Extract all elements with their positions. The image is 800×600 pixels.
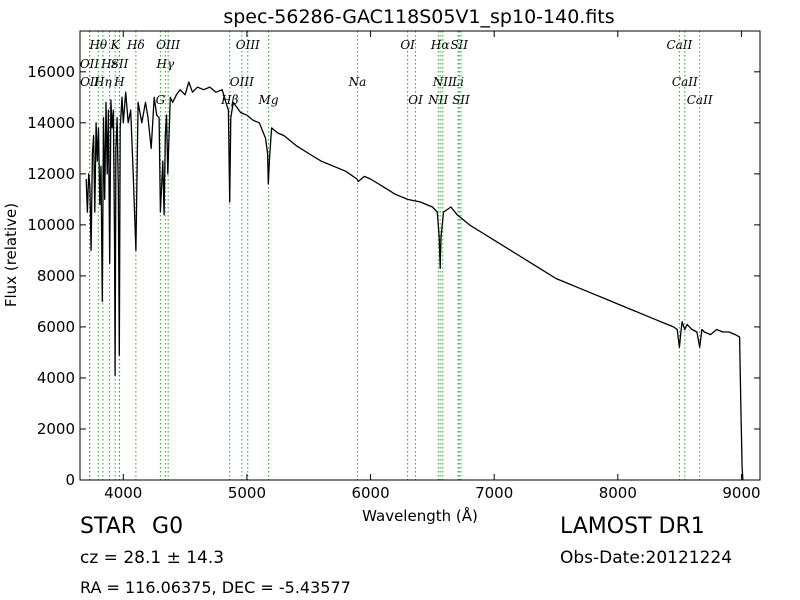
- line-label: Li: [451, 75, 464, 89]
- line-label: CaII: [687, 93, 713, 107]
- line-label: Hη: [93, 75, 112, 89]
- object-class: STAR G0: [80, 514, 183, 539]
- line-label: SII: [452, 93, 470, 107]
- line-label: CaII: [666, 38, 692, 52]
- line-label: Hγ: [155, 57, 174, 71]
- y-tick-label: 10000: [27, 216, 75, 234]
- line-label: G: [156, 93, 166, 107]
- x-axis-label: Wavelength (Å): [362, 506, 478, 525]
- sky-coordinates: RA = 116.06375, DEC = -5.43577: [80, 578, 351, 597]
- line-label: Hθ: [88, 38, 107, 52]
- x-tick-label: 6000: [351, 484, 389, 502]
- line-label: SII: [450, 38, 468, 52]
- spectral-subclass: G0: [152, 514, 184, 539]
- y-tick-label: 14000: [27, 114, 75, 132]
- line-label: NII: [432, 75, 453, 89]
- line-label: OIII: [236, 38, 260, 52]
- y-axis-label: Flux (relative): [2, 203, 20, 307]
- line-label: Hδ: [126, 38, 145, 52]
- line-label: OII: [80, 75, 100, 89]
- spectrum-line: [85, 81, 744, 481]
- line-label: OIII: [230, 75, 254, 89]
- chart-title: spec-56286-GAC118S05V1_sp10-140.fits: [223, 6, 614, 28]
- y-tick-label: 12000: [27, 165, 75, 183]
- x-tick-label: 5000: [228, 484, 266, 502]
- observation-date: Obs-Date:20121224: [560, 548, 733, 568]
- x-tick-label: 4000: [104, 484, 142, 502]
- redshift-value: cz = 28.1 ± 14.3: [80, 548, 225, 568]
- line-label: Hα: [430, 38, 450, 52]
- line-label: OI: [408, 93, 423, 107]
- y-tick-label: 2000: [37, 420, 75, 438]
- x-tick-label: 7000: [475, 484, 513, 502]
- survey-release: LAMOST DR1: [560, 514, 705, 539]
- line-label: Hε: [100, 57, 118, 71]
- y-tick-label: 8000: [37, 267, 75, 285]
- x-tick-label: 8000: [599, 484, 637, 502]
- object-type: STAR: [80, 514, 137, 539]
- line-label: K: [110, 38, 121, 52]
- y-tick-label: 0: [65, 471, 75, 489]
- y-tick-label: 6000: [37, 318, 75, 336]
- line-label: CaII: [672, 75, 698, 89]
- line-label: OI: [400, 38, 415, 52]
- axis-ticks: 4000 5000 6000 7000 8000 9000 0 2000 4000 6000 800…: [27, 31, 761, 502]
- y-tick-label: 4000: [37, 369, 75, 387]
- plot-frame: [79, 30, 761, 481]
- line-label: OIII: [156, 38, 180, 52]
- line-label: Na: [348, 75, 367, 89]
- line-label: H: [113, 75, 125, 89]
- line-label: Mg: [258, 93, 279, 107]
- y-tick-label: 16000: [27, 63, 75, 81]
- x-tick-label: 9000: [722, 484, 760, 502]
- line-label: NII: [427, 93, 448, 107]
